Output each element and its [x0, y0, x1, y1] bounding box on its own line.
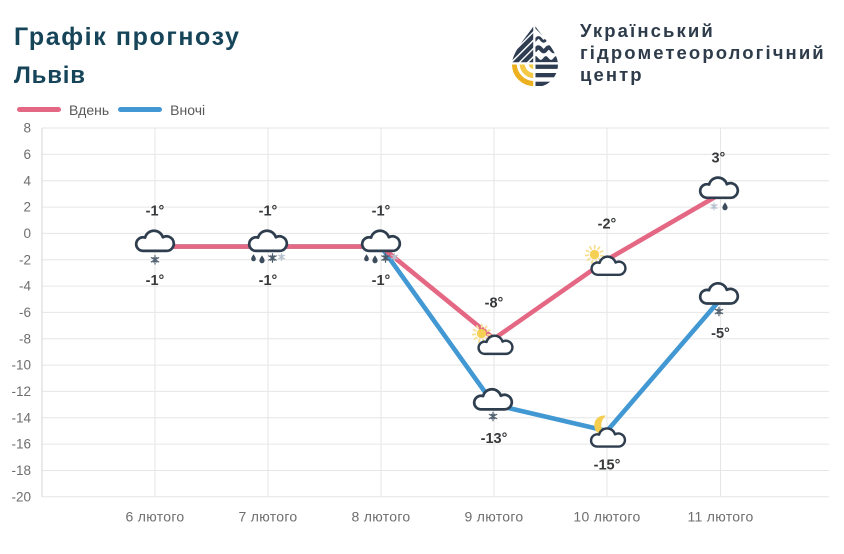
svg-text:8: 8	[23, 121, 31, 136]
svg-text:-1°: -1°	[146, 203, 165, 219]
svg-text:2: 2	[23, 200, 31, 215]
svg-text:-2°: -2°	[598, 217, 617, 233]
svg-text:-4: -4	[19, 279, 31, 294]
svg-text:-1°: -1°	[146, 273, 165, 289]
svg-text:-5°: -5°	[711, 326, 730, 342]
svg-text:7 лютого: 7 лютого	[238, 509, 297, 525]
svg-text:-6: -6	[19, 305, 31, 320]
svg-text:-14: -14	[11, 410, 31, 425]
svg-text:-8°: -8°	[485, 296, 504, 312]
svg-text:-18: -18	[11, 463, 31, 478]
svg-text:4: 4	[23, 173, 31, 188]
svg-text:6: 6	[23, 147, 31, 162]
svg-text:-15°: -15°	[594, 458, 621, 474]
svg-text:6 лютого: 6 лютого	[125, 509, 184, 525]
svg-text:-2: -2	[19, 252, 31, 267]
svg-text:8 лютого: 8 лютого	[351, 509, 410, 525]
svg-text:-20: -20	[11, 489, 31, 504]
svg-text:10 лютого: 10 лютого	[573, 509, 640, 525]
svg-text:-1°: -1°	[372, 203, 391, 219]
svg-text:11 лютого: 11 лютого	[687, 509, 753, 525]
svg-text:-16: -16	[11, 437, 31, 452]
svg-text:3°: 3°	[711, 151, 725, 167]
svg-text:-12: -12	[11, 384, 31, 399]
svg-text:-1°: -1°	[259, 273, 278, 289]
svg-text:0: 0	[23, 226, 31, 241]
svg-text:9 лютого: 9 лютого	[464, 509, 523, 525]
svg-text:-1°: -1°	[259, 203, 278, 219]
svg-text:-1°: -1°	[372, 273, 391, 289]
svg-text:-10: -10	[11, 358, 31, 373]
svg-text:-8: -8	[19, 331, 31, 346]
svg-text:-13°: -13°	[481, 431, 508, 447]
